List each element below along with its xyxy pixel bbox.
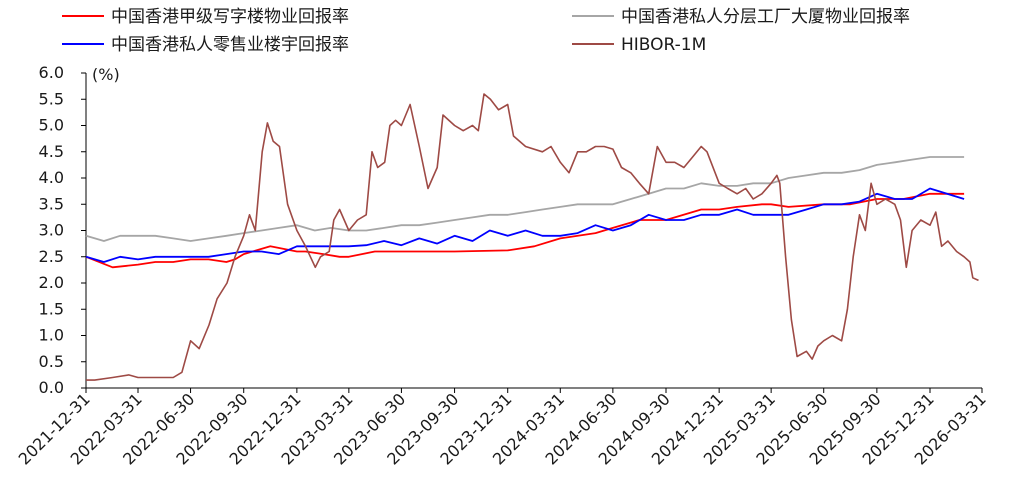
y-tick-label: 3.0 (39, 221, 64, 240)
y-tick-label: 4.5 (39, 142, 64, 161)
y-tick-label: 3.5 (39, 194, 64, 213)
y-tick-group: 0.0 0.5 1.0 1.5 2.0 2.5 3.0 3.5 4.0 4.5 5.0 5.5 6.0 (39, 63, 86, 397)
y-tick-label: 4.0 (39, 168, 64, 187)
legend-item-office: 中国香港甲级写字楼物业回报率 (62, 7, 349, 27)
y-tick-label: 0.5 (39, 352, 64, 371)
legend-item-retail: 中国香港私人零售业楼宇回报率 (62, 35, 349, 55)
y-tick-label: 5.5 (39, 89, 64, 108)
x-axis: 2021-12-312022-03-312022-06-302022-09-30… (15, 387, 990, 469)
legend-label-retail: 中国香港私人零售业楼宇回报率 (111, 35, 349, 55)
y-tick-label: 5.0 (39, 116, 64, 135)
legend-item-hibor: HIBOR-1M (572, 35, 706, 55)
y-tick-label: 1.0 (39, 326, 64, 345)
legend-label-factory: 中国香港私人分层工厂大厦物业回报率 (621, 7, 910, 27)
series-hibor-line (86, 93, 979, 381)
y-unit-label: (%) (92, 65, 120, 84)
series-factory-line (85, 156, 965, 242)
series-retail-line (85, 187, 965, 263)
legend-label-hibor: HIBOR-1M (621, 35, 706, 55)
series-office-line (85, 192, 965, 269)
legend: 中国香港甲级写字楼物业回报率 中国香港私人分层工厂大厦物业回报率 中国香港私人零… (62, 7, 910, 55)
y-tick-label: 0.0 (39, 378, 64, 397)
y-tick-label: 1.5 (39, 299, 64, 318)
y-tick-label: 6.0 (39, 63, 64, 82)
x-tick-group: 2021-12-312022-03-312022-06-302022-09-30… (15, 388, 990, 469)
legend-item-factory: 中国香港私人分层工厂大厦物业回报率 (572, 7, 910, 27)
series-layer (85, 93, 979, 381)
y-axis: 0.0 0.5 1.0 1.5 2.0 2.5 3.0 3.5 4.0 4.5 5.0 5.5 6.0 (39, 63, 87, 397)
y-tick-label: 2.0 (39, 273, 64, 292)
y-tick-label: 2.5 (39, 247, 64, 266)
legend-label-office: 中国香港甲级写字楼物业回报率 (111, 7, 349, 27)
